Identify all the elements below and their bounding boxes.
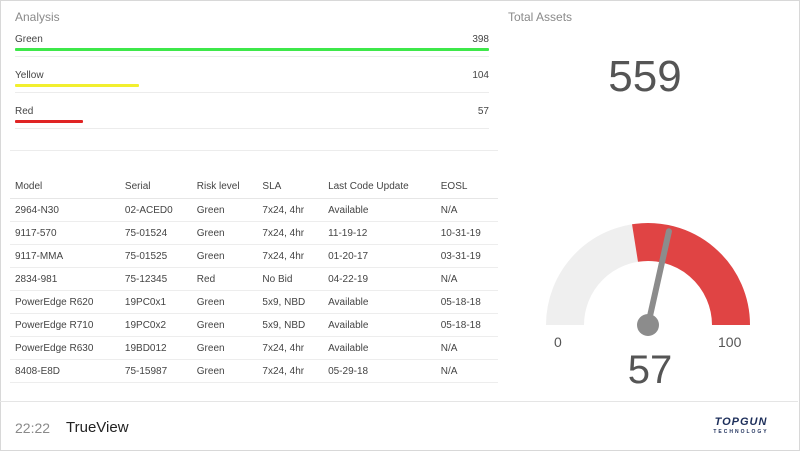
cell-serial: 75-15987 — [119, 359, 192, 383]
cell-eosl: N/A — [435, 198, 498, 222]
cell-risk-level: Green — [191, 313, 258, 337]
cell-risk-level: Green — [191, 359, 258, 383]
total-assets-value: 559 — [608, 52, 682, 101]
gauge-fill — [632, 223, 750, 326]
bar-value: 398 — [472, 34, 489, 45]
logo-subtext: TECHNOLOGY — [713, 429, 769, 435]
cell-eosl: N/A — [435, 267, 498, 291]
bar-fill — [15, 120, 83, 123]
cell-last-code-update: Available — [323, 290, 436, 314]
cell-sla: No Bid — [257, 267, 324, 291]
cell-eosl: 05-18-18 — [435, 313, 498, 337]
cell-risk-level: Red — [191, 267, 258, 291]
gauge-needle — [645, 228, 672, 328]
cell-model: PowerEdge R630 — [10, 336, 120, 360]
bar-value: 104 — [472, 70, 489, 81]
cell-serial: 02-ACED0 — [119, 198, 192, 222]
cell-sla: 7x24, 4hr — [257, 221, 324, 245]
analysis-bar-red: Red 57 — [15, 106, 489, 136]
cell-sla: 5x9, NBD — [257, 313, 324, 337]
cell-last-code-update: Available — [323, 336, 436, 360]
cell-model: 9117-570 — [10, 221, 120, 245]
cell-serial: 75-01525 — [119, 244, 192, 268]
cell-model: PowerEdge R710 — [10, 313, 120, 337]
cell-eosl: N/A — [435, 336, 498, 360]
cell-last-code-update: Available — [323, 198, 436, 222]
logo-text: TOPGUN — [714, 416, 768, 428]
gauge-hub — [637, 314, 659, 336]
cell-model: 2834-981 — [10, 267, 120, 291]
bar-label: Green — [15, 34, 43, 45]
cell-model: 2964-N30 — [10, 198, 120, 222]
clock: 22:22 — [15, 420, 51, 436]
topgun-logo: TOPGUN TECHNOLOGY — [696, 416, 786, 442]
cell-sla: 7x24, 4hr — [257, 198, 324, 222]
cell-last-code-update: 01-20-17 — [323, 244, 436, 268]
analysis-title: Analysis — [15, 10, 60, 24]
bar-label: Red — [15, 106, 34, 117]
column-header-model[interactable]: Model — [10, 174, 120, 199]
column-header-risk-level[interactable]: Risk level — [191, 174, 258, 199]
column-header-eosl[interactable]: EOSL — [435, 174, 498, 199]
cell-last-code-update: Available — [323, 313, 436, 337]
section-divider — [10, 150, 498, 151]
cell-model: 9117-MMA — [10, 244, 120, 268]
gauge-max-label: 100 — [718, 334, 742, 350]
bar-label: Yellow — [15, 70, 44, 81]
cell-sla: 7x24, 4hr — [257, 359, 324, 383]
column-header-serial[interactable]: Serial — [119, 174, 192, 199]
bar-fill — [15, 84, 139, 87]
cell-risk-level: Green — [191, 244, 258, 268]
bar-fill — [15, 48, 489, 51]
cell-eosl: 10-31-19 — [435, 221, 498, 245]
app-name: TrueView — [66, 419, 129, 436]
table-row[interactable]: PowerEdge R630 19BD012 Green 7x24, 4hr Avail… — [10, 336, 498, 360]
footer-bar: 22:22 TrueView TOPGUN TECHNOLOGY — [0, 401, 798, 450]
cell-model: 8408-E8D — [10, 359, 120, 383]
cell-serial: 19BD012 — [119, 336, 192, 360]
cell-risk-level: Green — [191, 221, 258, 245]
cell-model: PowerEdge R620 — [10, 290, 120, 314]
table-row[interactable]: 2834-981 75-12345 Red No Bid 04-22-19 N/A — [10, 267, 498, 291]
cell-eosl: 03-31-19 — [435, 244, 498, 268]
gauge-chart — [546, 223, 750, 336]
analysis-bar-yellow: Yellow 104 — [15, 70, 489, 100]
cell-sla: 7x24, 4hr — [257, 336, 324, 360]
cell-risk-level: Green — [191, 290, 258, 314]
cell-eosl: N/A — [435, 359, 498, 383]
table-row[interactable]: PowerEdge R710 19PC0x2 Green 5x9, NBD Availa… — [10, 313, 498, 337]
total-assets-title: Total Assets — [508, 10, 573, 24]
cell-serial: 75-12345 — [119, 267, 192, 291]
cell-sla: 5x9, NBD — [257, 290, 324, 314]
cell-serial: 19PC0x1 — [119, 290, 192, 314]
gauge-min-label: 0 — [554, 334, 562, 350]
cell-risk-level: Green — [191, 336, 258, 360]
bar-value: 57 — [477, 106, 489, 117]
cell-serial: 75-01524 — [119, 221, 192, 245]
cell-last-code-update: 05-29-18 — [323, 359, 436, 383]
table-row[interactable]: 9117-MMA 75-01525 Green 7x24, 4hr 01-20-17 03… — [10, 244, 498, 268]
column-header-sla[interactable]: SLA — [257, 174, 324, 199]
cell-eosl: 05-18-18 — [435, 290, 498, 314]
gauge-value: 57 — [627, 348, 673, 392]
table-row[interactable]: 8408-E8D 75-15987 Green 7x24, 4hr 05-29-18 N/… — [10, 359, 498, 383]
table-row[interactable]: 9117-570 75-01524 Green 7x24, 4hr 11-19-12 10… — [10, 221, 498, 245]
cell-risk-level: Green — [191, 198, 258, 222]
table-header-row: Model Serial Risk level SLA Last Code Up… — [10, 174, 498, 199]
asset-table: Model Serial Risk level SLA Last Code Up… — [10, 174, 498, 383]
cell-last-code-update: 11-19-12 — [323, 221, 436, 245]
cell-serial: 19PC0x2 — [119, 313, 192, 337]
table-row[interactable]: PowerEdge R620 19PC0x1 Green 5x9, NBD Availa… — [10, 290, 498, 314]
risk-gauge: 0 100 57 — [530, 200, 770, 410]
analysis-bar-green: Green 398 — [15, 34, 489, 64]
table-row[interactable]: 2964-N30 02-ACED0 Green 7x24, 4hr Available N… — [10, 198, 498, 222]
column-header-last-code-update[interactable]: Last Code Update — [323, 174, 436, 199]
cell-last-code-update: 04-22-19 — [323, 267, 436, 291]
cell-sla: 7x24, 4hr — [257, 244, 324, 268]
